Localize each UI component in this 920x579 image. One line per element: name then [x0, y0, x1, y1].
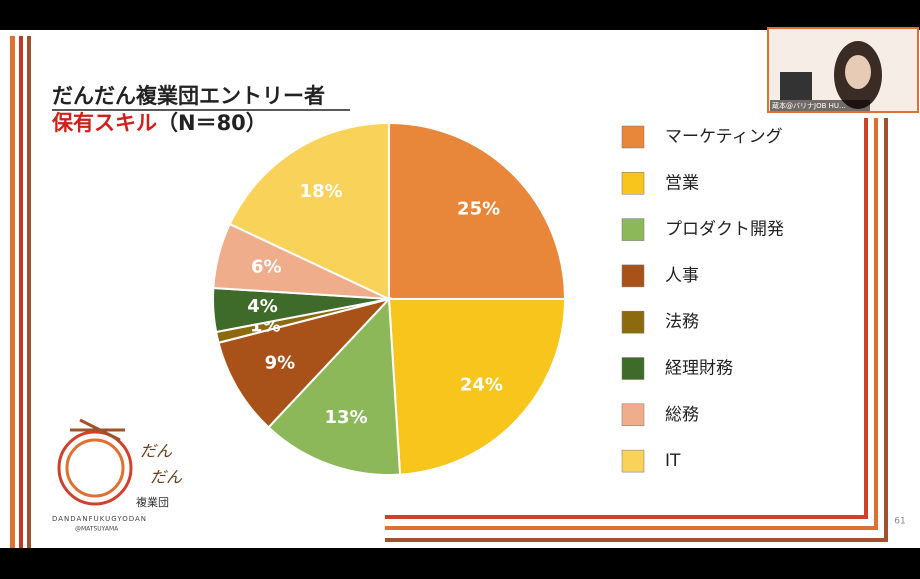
- logo: [57, 418, 133, 506]
- logo-sub: @MATSUYAMA: [75, 526, 119, 533]
- subtitle-part: 保有スキル: [51, 111, 157, 135]
- legend-swatch: [621, 125, 645, 149]
- webcam: [767, 27, 919, 113]
- data-label: 6%: [251, 256, 282, 277]
- legend-label: マーケティング: [665, 127, 783, 147]
- legend-label: 営業: [665, 173, 699, 193]
- pie-slice: [228, 121, 390, 301]
- logo-text: だん: [150, 468, 183, 487]
- data-label: 25%: [457, 198, 500, 219]
- right-decoration: [385, 118, 888, 542]
- logo-text: だん: [140, 442, 173, 461]
- logo-text: 複業団: [136, 495, 169, 509]
- pie-slice: [388, 121, 567, 300]
- legend-label: プロダクト開発: [665, 220, 784, 240]
- data-label: 4%: [247, 296, 278, 317]
- pie-slice: [387, 298, 567, 476]
- subtitle-part: （N＝80）: [157, 111, 267, 135]
- page-number: 61: [894, 517, 905, 527]
- legend-swatch: [621, 310, 645, 334]
- data-label: 9%: [265, 353, 296, 374]
- legend-swatch: [621, 403, 645, 427]
- logo-sub: DANDANFUKUGYODAN: [52, 515, 147, 523]
- data-label: 18%: [300, 181, 343, 202]
- legend-swatch: [621, 172, 645, 195]
- legend-label: 法務: [665, 312, 699, 332]
- legend-swatch: [621, 264, 645, 288]
- legend-label: 経理財務: [665, 359, 733, 379]
- legend-swatch: [621, 449, 645, 473]
- left-decoration: [10, 36, 31, 548]
- legend-swatch: [621, 357, 645, 380]
- chart-title: だんだん複業団エントリー者: [52, 84, 325, 108]
- webcam-caption: 蔵本@バリナJOB HU...: [772, 101, 846, 110]
- legend-label: 人事: [665, 266, 699, 286]
- pie-slice: [217, 297, 393, 429]
- legend-label: IT: [665, 451, 681, 471]
- data-label: 13%: [325, 407, 368, 428]
- legend-label: 総務: [665, 405, 699, 425]
- data-label: 24%: [460, 375, 503, 396]
- chart-subtitle: 保有スキル（N＝80）: [51, 111, 267, 135]
- pie-slice: [267, 296, 402, 476]
- legend-swatch: [621, 218, 645, 241]
